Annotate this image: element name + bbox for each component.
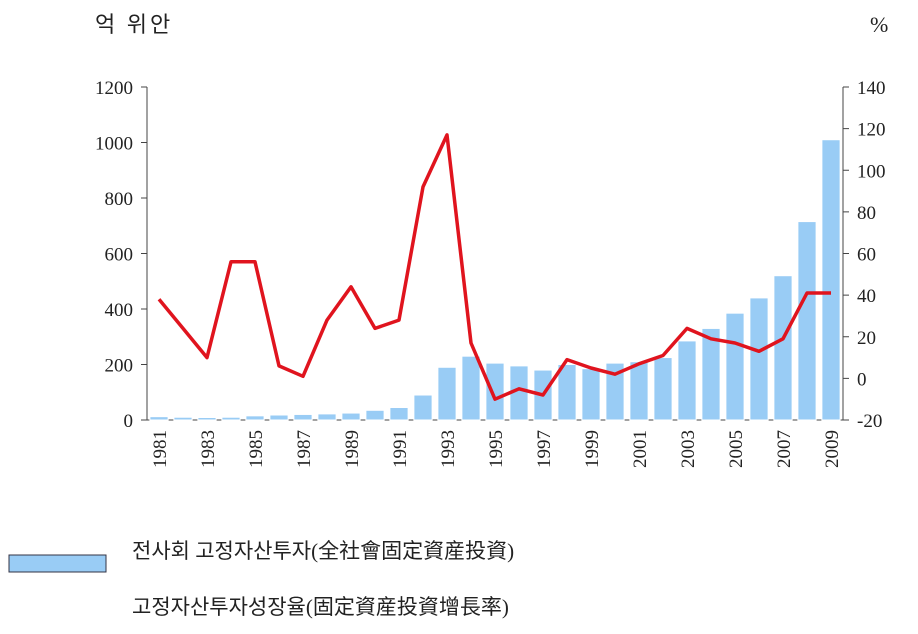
bar [605,362,625,421]
x-tick-label: 2007 [774,430,795,468]
bar [197,417,217,421]
x-tick-label: 1985 [246,430,267,468]
bar [677,340,697,421]
bar [269,414,289,421]
x-tick-label: 1997 [534,430,555,468]
x-tick-label: 2005 [726,430,747,468]
bar [341,412,361,421]
bar [365,409,385,421]
x-tick-label: 1999 [582,430,603,468]
y-tick-label: 0 [124,411,134,432]
bar [437,366,457,421]
bar [653,357,673,421]
line [157,133,831,401]
bar [293,413,313,421]
y2-tick-label: 140 [857,78,886,99]
y2-tick-label: 0 [857,369,867,390]
x-tick-label: 1987 [294,430,315,468]
bar [773,275,793,421]
y-tick-label: 400 [105,300,134,321]
x-tick-label: 1981 [150,430,171,468]
x-tick-label: 2003 [678,430,699,468]
y-tick-label: 1200 [95,78,133,99]
y2-tick-label: -20 [857,411,882,432]
bar [821,139,841,421]
y2-tick-label: 100 [857,161,886,182]
bar [221,416,241,421]
y-unit-label: 억 위안 [95,12,173,37]
y-tick-label: 800 [105,189,134,210]
x-tick-label: 1993 [438,430,459,468]
y-tick-label: 600 [105,245,134,266]
bar [629,361,649,421]
bar [245,415,265,421]
bar [749,297,769,421]
y2-tick-label: 60 [857,245,876,266]
legend-label: 전사회 고정자산투자(全社會固定資産投資) [132,539,514,563]
bar [725,312,745,421]
legend-swatch [8,554,107,573]
x-tick-label: 1989 [342,430,363,468]
bar [461,355,481,421]
y-tick-label: 200 [105,356,134,377]
y2-tick-label: 80 [857,203,876,224]
legend-label: 고정자산투자성장율(固定資産投資增長率) [132,595,509,619]
bar [797,221,817,421]
bar [701,327,721,421]
y2-tick-label: 120 [857,120,886,141]
y2-tick-label: 40 [857,286,876,307]
bar [581,368,601,421]
x-tick-label: 1983 [198,430,219,468]
x-tick-label: 1995 [486,430,507,468]
bar [317,413,337,421]
x-tick-label: 2009 [822,430,843,468]
bar [413,394,433,421]
bar [557,364,577,421]
y2-unit-label: % [870,12,888,37]
y2-tick-label: 20 [857,328,876,349]
x-tick-label: 2001 [630,430,651,468]
bar [389,407,409,421]
bar [173,416,193,421]
y-tick-label: 1000 [95,134,133,155]
bar [149,416,169,421]
x-tick-label: 1991 [390,430,411,468]
bar [485,362,505,421]
